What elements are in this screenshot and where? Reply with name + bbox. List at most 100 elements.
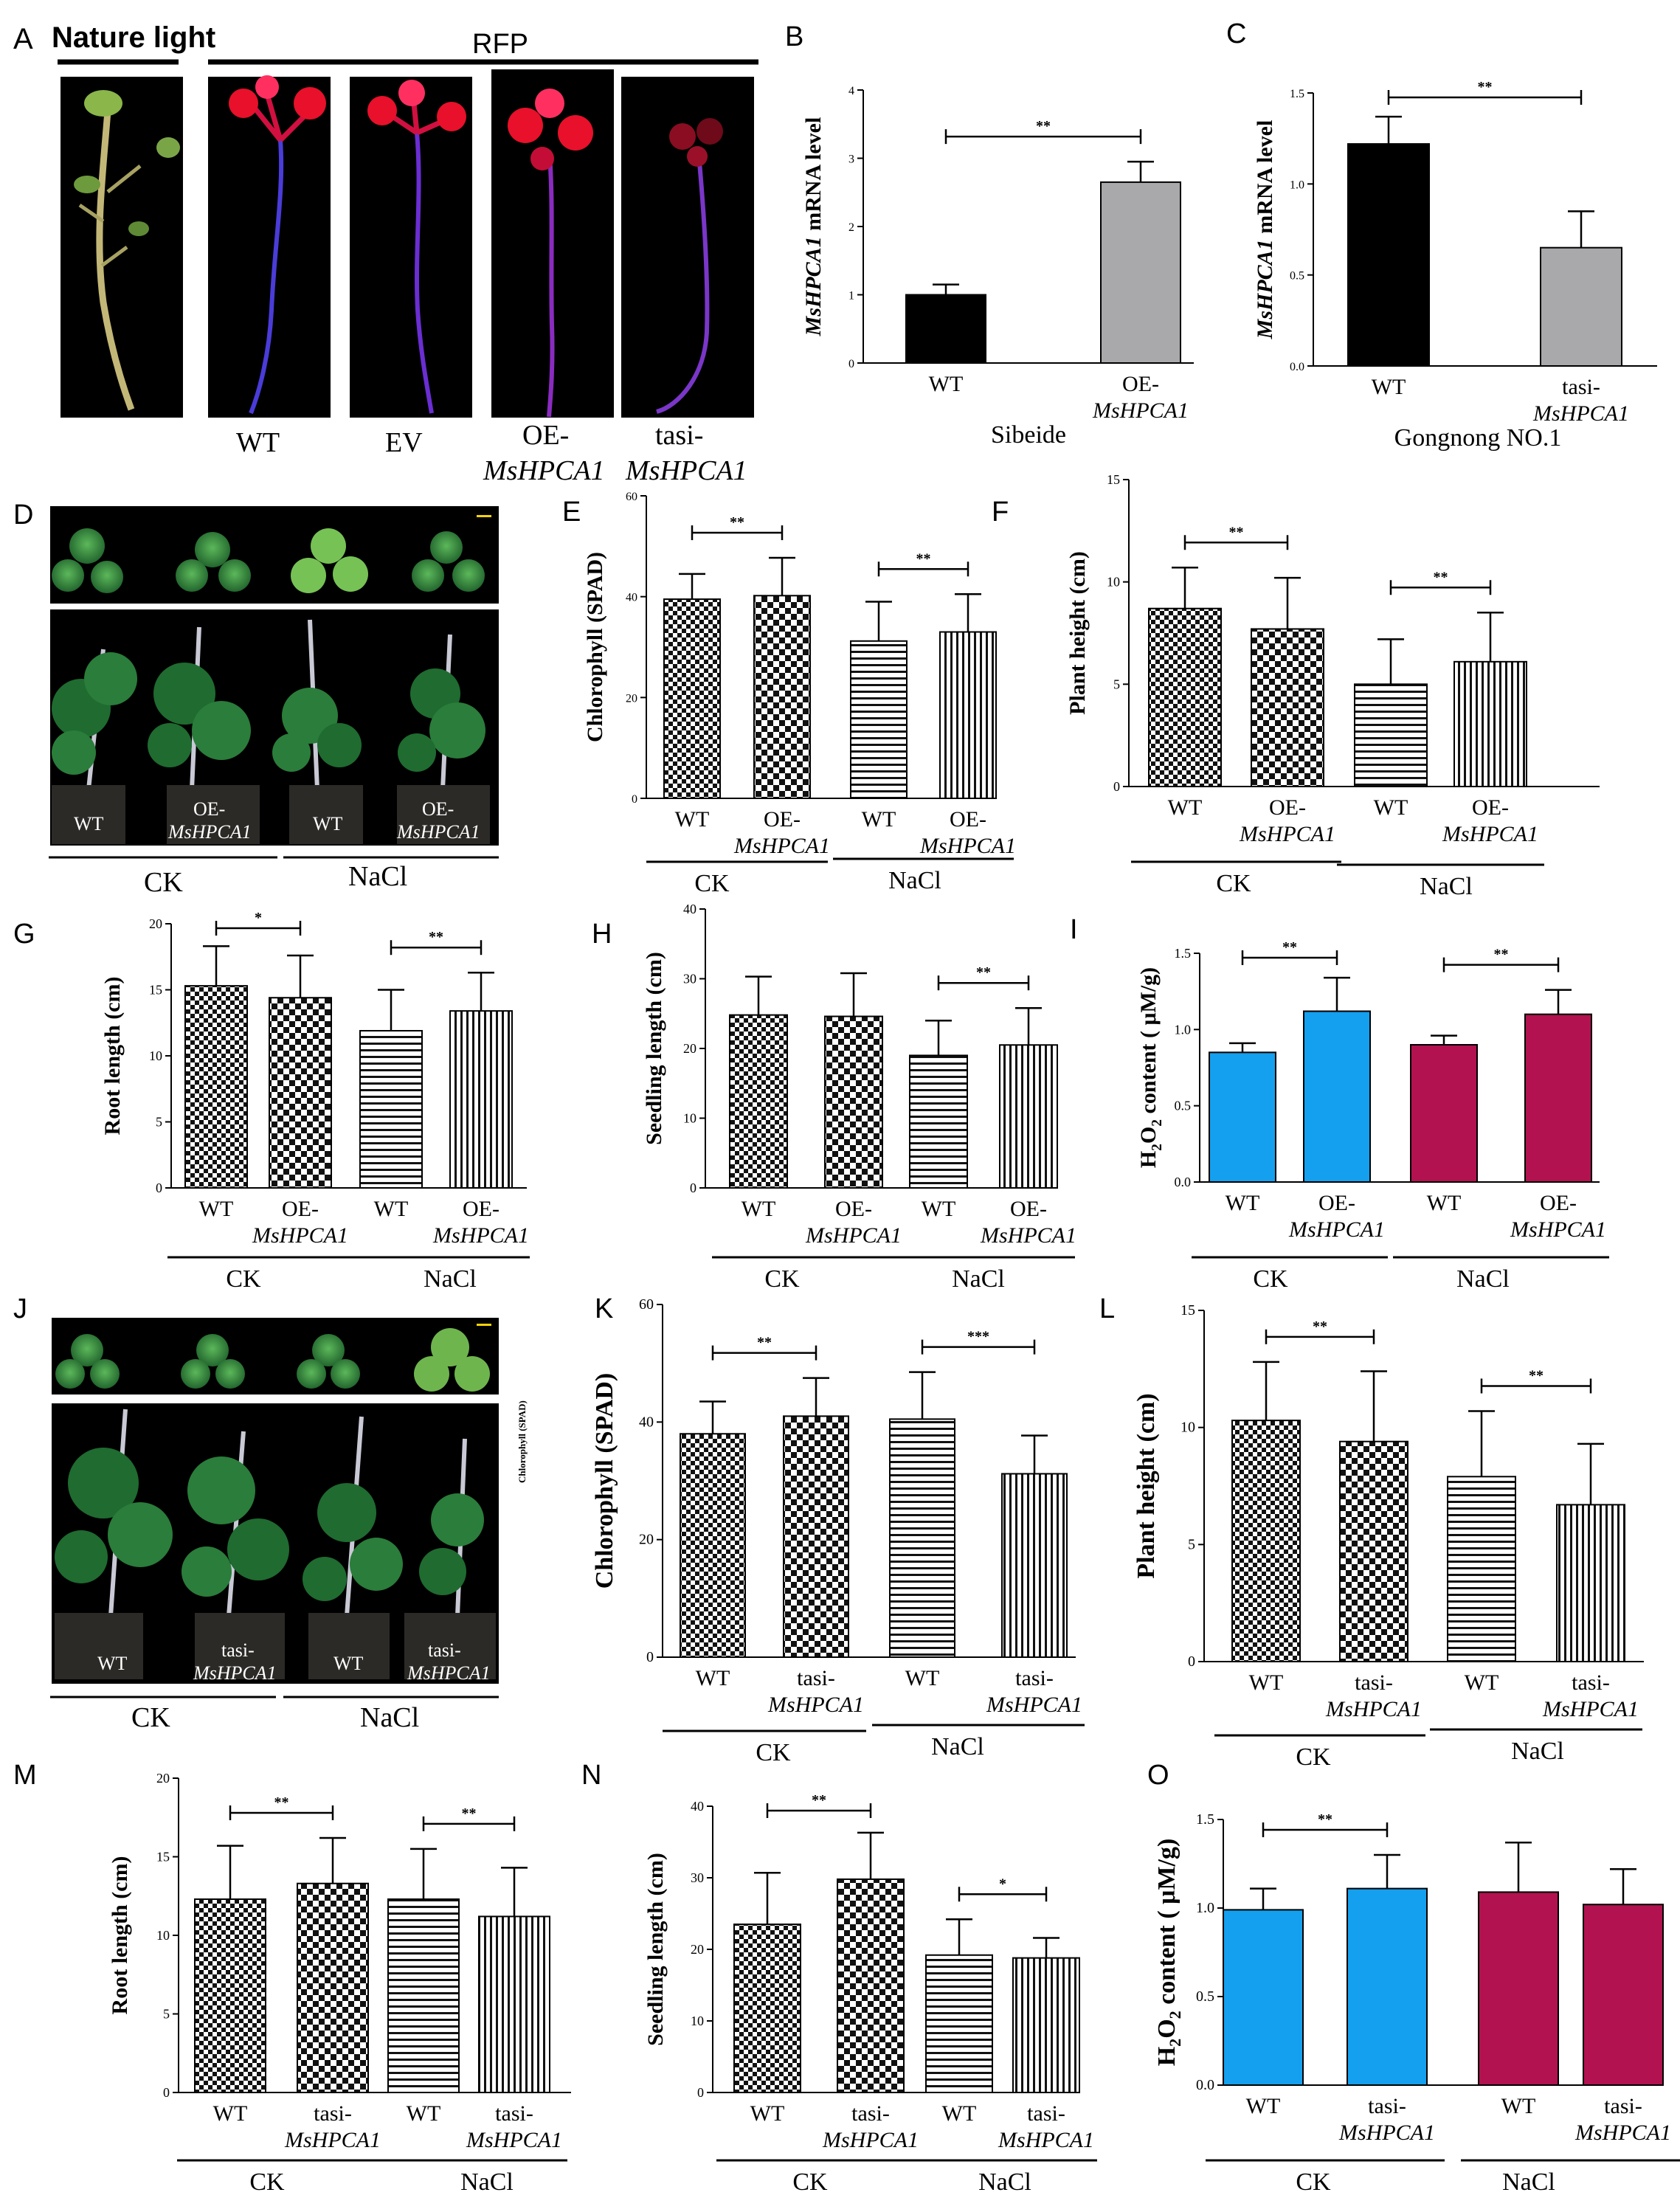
y-label-rest: mRNA level bbox=[1253, 120, 1277, 240]
group-label-f: CK bbox=[1216, 870, 1251, 897]
bar-l bbox=[1447, 1476, 1516, 1662]
x-tick-label-h: WT bbox=[742, 1197, 776, 1221]
y-label-part: O bbox=[1136, 1127, 1161, 1144]
y-tick-label-h: 10 bbox=[683, 1111, 696, 1126]
x-tick-label-b: MsHPCA1 bbox=[1092, 398, 1189, 423]
group-label-g: NaCl bbox=[424, 1265, 477, 1293]
y-tick-label-e: 0 bbox=[632, 793, 637, 806]
sig-label-i: ** bbox=[1494, 947, 1509, 963]
bar-c bbox=[1347, 143, 1430, 367]
sig-label-i: ** bbox=[1282, 939, 1297, 955]
y-tick-label-l: 0 bbox=[1188, 1653, 1195, 1670]
y-axis-label-l: Plant height (cm) bbox=[1133, 1393, 1160, 1578]
panel-a-caption-wt: WT bbox=[236, 427, 280, 458]
panel-letter-m: M bbox=[13, 1760, 37, 1791]
x-tick-label-g: OE- bbox=[463, 1197, 499, 1221]
y-label-part: content ( μM/g) bbox=[1136, 967, 1161, 1119]
x-tick-label-g: WT bbox=[374, 1197, 409, 1221]
x-tick-label-n: tasi- bbox=[851, 2101, 890, 2126]
panel-letter-h: H bbox=[592, 919, 612, 950]
photo-j-pot-2a: tasi- bbox=[221, 1639, 255, 1661]
y-tick-label-m: 15 bbox=[156, 1850, 170, 1865]
bar-f bbox=[1453, 660, 1527, 787]
y-tick-label-i: 1.0 bbox=[1175, 1022, 1192, 1037]
x-tick-label-h: OE- bbox=[1010, 1197, 1047, 1221]
y-tick-label-g: 0 bbox=[156, 1181, 162, 1195]
photo-rfp-tasi bbox=[621, 77, 754, 418]
panel-letter-d: D bbox=[13, 500, 33, 531]
y-label-part: content ( μM/g) bbox=[1153, 1839, 1181, 2011]
x-tick-label-k: WT bbox=[696, 1666, 730, 1690]
bar-m bbox=[297, 1882, 369, 2093]
y-tick-label-h: 40 bbox=[683, 902, 696, 916]
photo-j-plant-shapes bbox=[55, 1409, 496, 1679]
x-tick-label-e: WT bbox=[675, 807, 710, 832]
x-tick-label-m: MsHPCA1 bbox=[284, 2128, 381, 2152]
x-tick-label-g: MsHPCA1 bbox=[432, 1223, 529, 1248]
bar-k bbox=[680, 1433, 746, 1659]
y-tick-label-b: 1 bbox=[848, 290, 854, 303]
y-tick-label-o: 1.0 bbox=[1196, 1900, 1214, 1916]
group-label-c: Gongnong NO.1 bbox=[1394, 424, 1562, 452]
sig-label-k: *** bbox=[967, 1329, 989, 1345]
bar-k bbox=[1001, 1473, 1068, 1658]
y-tick-label-l: 5 bbox=[1188, 1536, 1195, 1552]
bar-l bbox=[1231, 1420, 1301, 1662]
y-axis-label-c: MsHPCA1 mRNA level bbox=[1253, 120, 1277, 340]
sig-label-f: ** bbox=[1434, 569, 1448, 585]
panel-letter-b: B bbox=[785, 21, 803, 52]
x-tick-label-k: tasi- bbox=[1015, 1666, 1054, 1690]
y-tick-label-f: 10 bbox=[1107, 575, 1120, 590]
photo-j-pot-3: WT bbox=[333, 1653, 364, 1674]
y-tick-label-e: 60 bbox=[626, 491, 637, 503]
x-tick-label-o: tasi- bbox=[1604, 2094, 1642, 2118]
y-label-part: O bbox=[1153, 2019, 1181, 2038]
y-tick-label-h: 30 bbox=[683, 972, 696, 986]
sig-label-h: ** bbox=[976, 964, 991, 981]
x-tick-label-e: MsHPCA1 bbox=[733, 834, 830, 858]
photo-d-pot-4a: OE- bbox=[422, 798, 454, 820]
group-label-m: NaCl bbox=[460, 2168, 514, 2196]
bar-l bbox=[1339, 1440, 1408, 1662]
photo-rfp-oe bbox=[491, 69, 614, 418]
y-tick-label-b: 4 bbox=[848, 85, 854, 97]
x-tick-label-f: OE- bbox=[1269, 795, 1306, 820]
bar-o bbox=[1347, 1887, 1428, 2087]
x-tick-label-l: tasi- bbox=[1355, 1670, 1393, 1695]
y-tick-label-e: 20 bbox=[626, 692, 637, 705]
group-label-l: NaCl bbox=[1511, 1738, 1564, 1765]
bar-i bbox=[1524, 1013, 1592, 1183]
y-tick-label-c: 1.5 bbox=[1290, 88, 1304, 100]
x-tick-label-n: MsHPCA1 bbox=[998, 2128, 1094, 2152]
x-tick-label-l: WT bbox=[1249, 1670, 1284, 1695]
bar-o bbox=[1223, 1909, 1304, 2086]
photo-d-pot-2a: OE- bbox=[193, 798, 225, 820]
y-tick-label-k: 0 bbox=[646, 1649, 654, 1665]
x-tick-label-m: tasi- bbox=[314, 2101, 352, 2126]
x-tick-label-l: MsHPCA1 bbox=[1542, 1697, 1639, 1721]
group-label-i: NaCl bbox=[1456, 1265, 1510, 1293]
sig-label-g: * bbox=[255, 910, 262, 926]
x-tick-label-h: WT bbox=[922, 1197, 956, 1221]
panel-letter-e: E bbox=[562, 497, 581, 528]
panel-letter-k: K bbox=[595, 1293, 613, 1324]
x-tick-label-m: MsHPCA1 bbox=[466, 2128, 562, 2152]
sig-label-o: ** bbox=[1318, 1811, 1332, 1828]
bar-g bbox=[269, 997, 332, 1189]
x-tick-label-k: tasi- bbox=[797, 1666, 835, 1690]
panel-a-caption-oe-2: MsHPCA1 bbox=[483, 455, 605, 486]
photo-j-group-nacl: NaCl bbox=[360, 1702, 419, 1733]
x-tick-label-l: tasi- bbox=[1572, 1670, 1610, 1695]
bar-n bbox=[733, 1924, 801, 2094]
x-tick-label-i: WT bbox=[1427, 1191, 1462, 1215]
x-tick-label-e: OE- bbox=[764, 807, 801, 832]
bar-m bbox=[387, 1898, 460, 2093]
bar-n bbox=[837, 1878, 905, 2093]
y-axis-label-b: MsHPCA1 mRNA level bbox=[801, 117, 826, 337]
sig-label-m: ** bbox=[274, 1794, 289, 1811]
x-tick-label-m: WT bbox=[407, 2101, 441, 2126]
y-tick-label-m: 0 bbox=[163, 2085, 170, 2100]
panel-a-caption-oe-1: OE- bbox=[522, 420, 569, 451]
y-axis-label-i: H2O2 content ( μM/g) bbox=[1136, 967, 1165, 1168]
